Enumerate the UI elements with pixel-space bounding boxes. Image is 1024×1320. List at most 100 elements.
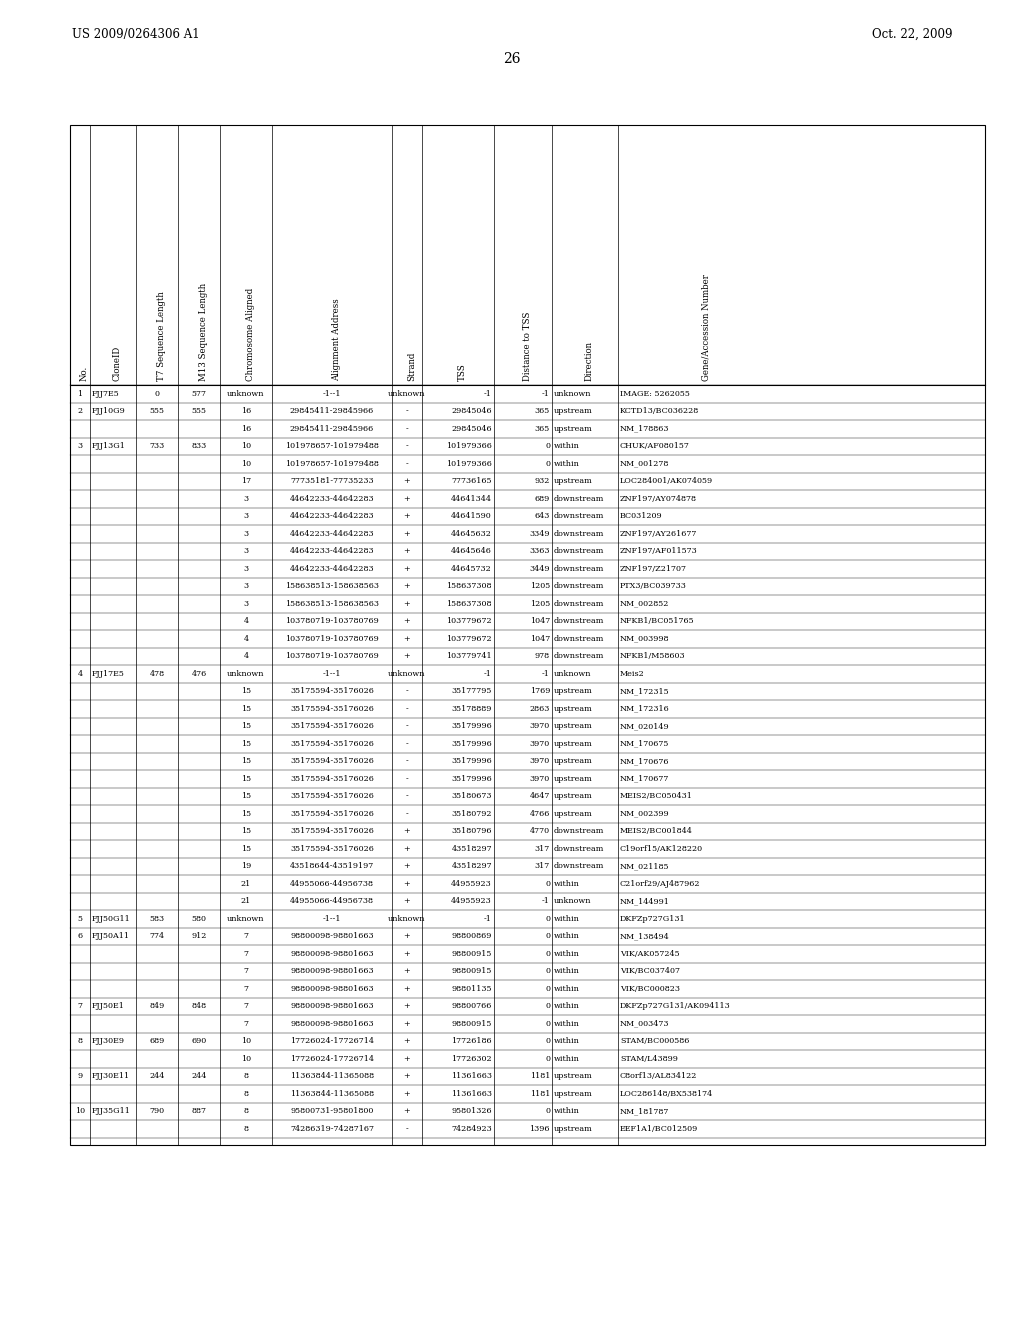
Text: within: within: [554, 1020, 580, 1028]
Text: 8: 8: [78, 1038, 83, 1045]
Text: 98800098-98801663: 98800098-98801663: [290, 932, 374, 940]
Text: within: within: [554, 442, 580, 450]
Text: 1396: 1396: [529, 1125, 550, 1133]
Text: -1--1: -1--1: [323, 389, 341, 397]
Text: +: +: [403, 898, 411, 906]
Text: downstream: downstream: [554, 512, 604, 520]
Text: 43518644-43519197: 43518644-43519197: [290, 862, 374, 870]
Text: +: +: [403, 652, 411, 660]
Text: 17: 17: [241, 478, 251, 486]
Text: upstream: upstream: [554, 722, 593, 730]
Text: 0: 0: [545, 1020, 550, 1028]
Text: Strand: Strand: [407, 351, 416, 381]
Text: 98800098-98801663: 98800098-98801663: [290, 1020, 374, 1028]
Text: 35175594-35176026: 35175594-35176026: [290, 809, 374, 818]
Text: -1: -1: [542, 389, 550, 397]
Text: 0: 0: [545, 968, 550, 975]
Text: 98800915: 98800915: [452, 950, 492, 958]
Text: EEF1A1/BC012509: EEF1A1/BC012509: [620, 1125, 698, 1133]
Text: ZNF197/AY074878: ZNF197/AY074878: [620, 495, 697, 503]
Text: within: within: [554, 1055, 580, 1063]
Text: +: +: [403, 599, 411, 607]
Text: within: within: [554, 1038, 580, 1045]
Text: FJJ7E5: FJJ7E5: [92, 389, 120, 397]
Text: +: +: [403, 635, 411, 643]
Text: IMAGE: 5262055: IMAGE: 5262055: [620, 389, 690, 397]
Text: 1181: 1181: [529, 1072, 550, 1080]
Text: 103780719-103780769: 103780719-103780769: [285, 635, 379, 643]
Text: within: within: [554, 985, 580, 993]
Text: PTX3/BC039733: PTX3/BC039733: [620, 582, 687, 590]
Text: 15: 15: [241, 739, 251, 747]
Text: 3970: 3970: [529, 775, 550, 783]
Text: downstream: downstream: [554, 548, 604, 556]
Text: 77736165: 77736165: [452, 478, 492, 486]
Text: within: within: [554, 968, 580, 975]
Text: 0: 0: [545, 879, 550, 888]
Text: upstream: upstream: [554, 688, 593, 696]
Text: 35175594-35176026: 35175594-35176026: [290, 758, 374, 766]
Text: upstream: upstream: [554, 1072, 593, 1080]
Text: NM_170675: NM_170675: [620, 739, 670, 747]
Text: 4: 4: [244, 652, 249, 660]
Text: 887: 887: [191, 1107, 207, 1115]
Text: 35179996: 35179996: [452, 722, 492, 730]
Text: 158637308: 158637308: [446, 582, 492, 590]
Text: 7: 7: [244, 985, 249, 993]
Text: 912: 912: [191, 932, 207, 940]
Text: 833: 833: [191, 442, 207, 450]
Text: 317: 317: [535, 862, 550, 870]
Text: 29845411-29845966: 29845411-29845966: [290, 408, 374, 416]
Text: +: +: [403, 845, 411, 853]
Text: DKFZp727G131/AK094113: DKFZp727G131/AK094113: [620, 1002, 731, 1010]
Text: 15: 15: [241, 722, 251, 730]
Text: 95800731-95801800: 95800731-95801800: [291, 1107, 374, 1115]
Text: 317: 317: [535, 845, 550, 853]
Text: 4766: 4766: [529, 809, 550, 818]
Text: 29845046: 29845046: [452, 408, 492, 416]
Text: upstream: upstream: [554, 739, 593, 747]
Text: 43518297: 43518297: [452, 845, 492, 853]
Text: NFKB1/BC051765: NFKB1/BC051765: [620, 618, 694, 626]
Text: 11363844-11365088: 11363844-11365088: [290, 1072, 374, 1080]
Text: 44645646: 44645646: [452, 548, 492, 556]
Text: 44955923: 44955923: [452, 898, 492, 906]
Text: downstream: downstream: [554, 582, 604, 590]
Text: FJJ35G11: FJJ35G11: [92, 1107, 131, 1115]
Text: 3: 3: [244, 582, 249, 590]
Text: 0: 0: [545, 915, 550, 923]
Text: 2: 2: [78, 408, 83, 416]
Text: 0: 0: [545, 1055, 550, 1063]
Text: 98800869: 98800869: [452, 932, 492, 940]
Text: -1: -1: [484, 915, 492, 923]
Text: upstream: upstream: [554, 705, 593, 713]
Text: +: +: [403, 1002, 411, 1010]
Text: -: -: [406, 425, 409, 433]
Text: +: +: [403, 968, 411, 975]
Text: +: +: [403, 1020, 411, 1028]
Text: 0: 0: [545, 442, 550, 450]
Text: downstream: downstream: [554, 652, 604, 660]
Text: 35175594-35176026: 35175594-35176026: [290, 739, 374, 747]
Text: 1047: 1047: [529, 635, 550, 643]
Text: NM_021185: NM_021185: [620, 862, 670, 870]
Text: 3: 3: [244, 565, 249, 573]
Text: NM_170676: NM_170676: [620, 758, 670, 766]
Text: 15: 15: [241, 809, 251, 818]
Text: 101979366: 101979366: [446, 459, 492, 467]
Text: 35180796: 35180796: [452, 828, 492, 836]
Text: FJJ30E9: FJJ30E9: [92, 1038, 125, 1045]
Text: VIK/BC000823: VIK/BC000823: [620, 985, 680, 993]
Text: LOC284001/AK074059: LOC284001/AK074059: [620, 478, 713, 486]
Text: 44642233-44642283: 44642233-44642283: [290, 495, 375, 503]
Text: -1--1: -1--1: [323, 669, 341, 677]
Text: 790: 790: [150, 1107, 165, 1115]
Text: -: -: [406, 758, 409, 766]
Text: NM_002852: NM_002852: [620, 599, 670, 607]
Text: 643: 643: [535, 512, 550, 520]
Text: within: within: [554, 459, 580, 467]
Text: 35180792: 35180792: [452, 809, 492, 818]
Text: +: +: [403, 950, 411, 958]
Text: 1769: 1769: [529, 688, 550, 696]
Text: 7: 7: [244, 1002, 249, 1010]
